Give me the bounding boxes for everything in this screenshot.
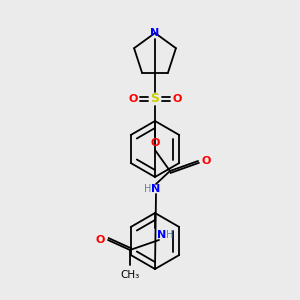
Text: O: O <box>150 138 160 148</box>
Text: CH₃: CH₃ <box>120 270 140 280</box>
Text: N: N <box>152 184 160 194</box>
Text: S: S <box>151 92 160 106</box>
Text: H: H <box>166 230 174 240</box>
Text: N: N <box>158 230 166 240</box>
Text: O: O <box>128 94 138 104</box>
Text: H: H <box>144 184 152 194</box>
Text: O: O <box>172 94 182 104</box>
Text: O: O <box>95 235 105 245</box>
Text: O: O <box>201 156 211 166</box>
Text: N: N <box>150 28 160 38</box>
